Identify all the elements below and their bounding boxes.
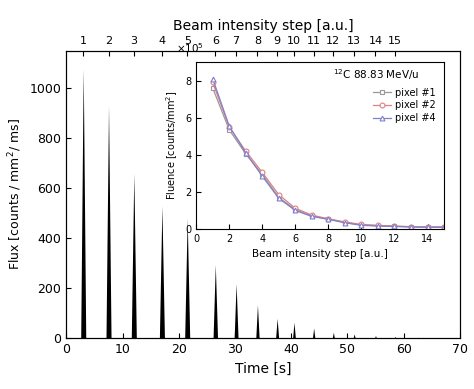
Y-axis label: Flux [counts / mm$^2$/ ms]: Flux [counts / mm$^2$/ ms]	[7, 119, 24, 270]
X-axis label: Time [s]: Time [s]	[235, 362, 292, 376]
X-axis label: Beam intensity step [a.u.]: Beam intensity step [a.u.]	[173, 19, 354, 33]
